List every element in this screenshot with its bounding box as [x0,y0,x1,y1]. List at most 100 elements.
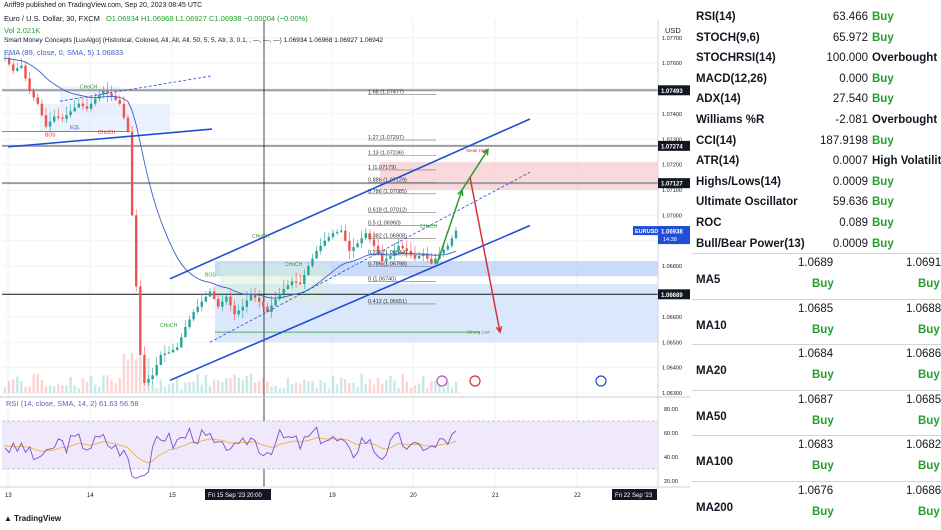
volume-bar [229,378,232,393]
volume-bar [360,373,363,393]
ma-simple-value: 1.0683 [798,439,834,451]
indicator-value: -2.081 [835,114,868,126]
tradingview-icon: ▲ [4,514,12,523]
volume-bar [225,378,228,393]
ma-simple-value: 1.0684 [798,348,834,360]
candle-body [94,98,97,104]
indicator-name: Bull/Bear Power(13) [696,237,805,250]
candle-body [106,91,109,94]
choch-label: CHoCH [420,224,438,230]
candle-body [118,99,121,104]
fib-label: 0.236 (1.06844) [368,250,407,256]
volume-bar [163,386,167,393]
rsi-pane[interactable]: 80.00 60.00 40.00 20.00 [0,396,690,485]
fib-label: 0.412 (1.06651) [368,299,407,305]
volume-bar [167,384,171,393]
rsi-tick: 40.00 [664,455,678,461]
candle-body [241,306,244,311]
price-tick: 1.07200 [662,163,682,169]
ohlc-values: O1.06934 H1.06968 L1.06927 C1.06938 −0.0… [105,14,308,23]
rsi-tick: 20.00 [664,479,678,485]
rsi-ma-line [4,436,457,464]
volume-bar [331,375,335,393]
trend-line-left [7,128,213,148]
volume-bar [196,374,199,393]
candle-body [229,296,232,306]
volume-bar [81,378,85,393]
candle-body [344,230,347,241]
indicator-value: 187.9198 [820,134,868,147]
candle-body [122,103,126,118]
volume-bar [7,380,11,393]
tradingview-logo[interactable]: ▲ TradingView [4,514,61,523]
price-axis[interactable]: 1.077001.076001.075001.074001.073001.072… [633,20,690,487]
candle-body [417,255,421,259]
candle-body [249,294,253,301]
fibonacci-levels: 1.68 (1.07477) 1.27 (1.07297) 1.13 (1.0723… [368,89,436,305]
candle-body [381,253,384,262]
price-tick: 1.07400 [662,112,682,118]
event-icon [469,375,481,387]
price-tick: 1.06500 [662,340,682,346]
volume-bar [114,383,117,393]
candle-body [36,97,39,104]
candle-body [434,258,437,264]
price-label: 1.07493 [661,89,683,95]
indicator-row: STOCHRSI(14) 100.000 Overbought [692,49,941,69]
channel-mid [209,171,531,343]
volume-bar [307,381,310,393]
rsi-tick: 60.00 [664,431,678,437]
price-tick: 1.06400 [662,366,682,372]
smc-indicator-line: Smart Money Concepts [LuxAlgo] (Historic… [4,37,384,44]
choch-label: CHoCH [98,130,116,136]
candle-body [20,65,23,69]
last-price-bg [658,226,690,245]
candle-body [196,306,199,312]
ma-name: MA20 [696,365,727,377]
ma-name: MA50 [696,410,727,423]
volume-bar [184,382,187,393]
indicator-row: RSI(14) 63.466 Buy [692,8,941,28]
volume-bar [40,380,44,393]
price-chart[interactable]: 1.68 (1.07477) 1.27 (1.07297) 1.13 (1.0723… [0,0,690,530]
indicator-row: Highs/Lows(14) 0.0009 Buy [692,173,941,193]
indicator-name: ADX(14) [696,93,741,106]
time-axis[interactable]: 13 14 15 19 20 21 22 Fri 15 Sep '23 20:00 Fri 22… [0,486,690,500]
volume-bar [253,382,257,393]
candle-body [315,250,318,259]
volume-bar [401,374,404,393]
candle-body [159,354,162,366]
ma-row: MA50 1.0687 1.0685 Buy Buy [692,389,941,436]
price-label: 1.07274 [661,144,683,150]
candle-body [151,375,154,380]
volume-bar [241,380,244,393]
volume-bar [77,388,80,393]
price-label: 1.06689 [661,293,683,299]
candle-body [85,106,89,109]
symbol-tag: EURUSD [635,229,658,235]
fib-label: 1.27 (1.07297) [368,135,404,141]
ma-exponential-signal: Buy [918,460,940,472]
volume-bar [262,377,265,393]
time-label: 15 [169,493,176,499]
volume-bar [16,376,19,393]
ma-row: MA5 1.0689 1.0691 Buy Buy [692,253,941,299]
candle-body [303,275,306,284]
candle-body [200,301,203,307]
volume-bar [32,373,35,393]
volume-bar [274,385,277,393]
ma-simple-value: 1.0676 [798,484,834,497]
candle-body [155,365,158,376]
chart-area[interactable]: 1.68 (1.07477) 1.27 (1.07297) 1.13 (1.0723… [0,0,690,530]
publisher-line: Ariff99 published on TradingView.com, Se… [4,2,203,9]
indicator-signal: Buy [872,134,894,147]
candle-body [368,233,372,240]
fib-label: 0.786 (1.07085) [368,189,407,195]
candles [3,51,458,393]
indicator-signal: High Volatility [872,155,941,168]
volume-bar [278,388,281,393]
fib-label: 0.886 (1.07129) [368,178,407,184]
candle-body [454,230,458,239]
ma-row: MA200 1.0676 1.0686 Buy Buy [692,480,941,527]
rsi-legend: RSI (14, close, SMA, 14, 2) 61.63 56.58 [6,399,139,408]
